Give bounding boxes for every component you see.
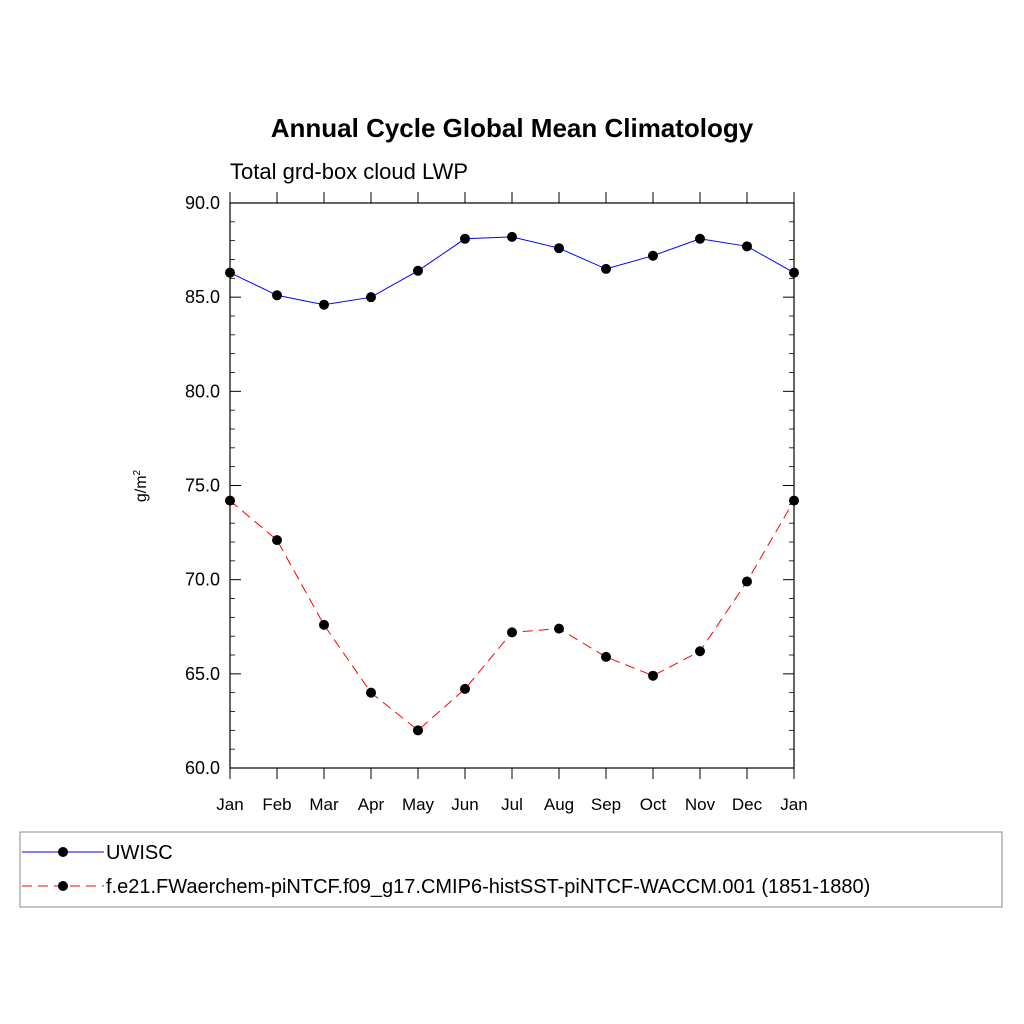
series-2-point [272,535,282,546]
y-tick-label: 90.0 [185,193,220,213]
y-tick-labels: 60.0 65.0 70.0 75.0 80.0 85.0 90.0 [185,193,220,778]
x-tick-label: Apr [358,795,385,814]
y-axis-label: g/m2 [132,469,150,502]
series-1-point [507,231,517,242]
legend-label-1: UWISC [106,842,173,864]
x-tick-label: Sep [591,795,621,814]
x-tick-labels: Jan Feb Mar Apr May Jun Jul Aug Sep Oct Nov Dec Jan [216,795,807,814]
series-1-point [272,290,282,301]
legend: UWISC f.e21.FWaerchem-piNTCF.f09_g17.CMIP… [22,842,870,898]
x-tick-label: Jan [780,795,807,814]
series-1-point [460,233,470,244]
x-tick-label: Mar [309,795,339,814]
chart-title: Annual Cycle Global Mean Climatology [271,113,754,143]
x-tick-label: Jan [216,795,243,814]
series-2-point [695,646,705,657]
y-axis-label-superscript: 2 [132,469,143,475]
x-tick-label: Nov [685,795,716,814]
series-2-line [229,500,795,731]
series-2-point [648,670,658,681]
x-tick-label: Aug [544,795,574,814]
x-tick-label: Oct [640,795,667,814]
x-tick-label: May [402,795,435,814]
legend-marker-2 [58,881,68,891]
y-tick-label: 80.0 [185,381,220,401]
series-2-point [366,687,376,698]
series-1-point [413,265,423,276]
series-1-point [695,233,705,244]
series-1-point [554,243,564,254]
series-2-point [460,683,470,694]
series-1-point [648,250,658,261]
plot-frame [229,202,795,769]
legend-marker-1 [58,847,68,857]
series-2-point [507,627,517,638]
series-1-point [742,241,752,252]
series-2-point [742,576,752,587]
legend-label-2: f.e21.FWaerchem-piNTCF.f09_g17.CMIP6-his… [106,876,870,898]
series-layer [225,231,799,736]
x-tick-label: Jun [451,795,478,814]
tick-marks [229,192,795,779]
y-tick-label: 70.0 [185,570,220,590]
legend-box [19,831,1003,908]
series-1-point [319,299,329,310]
series-1-line [229,236,795,306]
y-tick-label: 65.0 [185,664,220,684]
series-2-point [554,623,564,634]
series-2-point [413,725,423,736]
chart-subtitle: Total grd-box cloud LWP [230,159,468,184]
y-axis-label-base: g/m [133,475,150,502]
series-1-point [366,292,376,303]
x-tick-label: Jul [501,795,523,814]
y-tick-label: 60.0 [185,758,220,778]
y-tick-label: 75.0 [185,476,220,496]
y-tick-label: 85.0 [185,287,220,307]
series-2-point [319,619,329,630]
x-tick-label: Feb [262,795,291,814]
x-tick-label: Dec [732,795,763,814]
series-1-point [601,263,611,274]
series-2-point [601,651,611,662]
